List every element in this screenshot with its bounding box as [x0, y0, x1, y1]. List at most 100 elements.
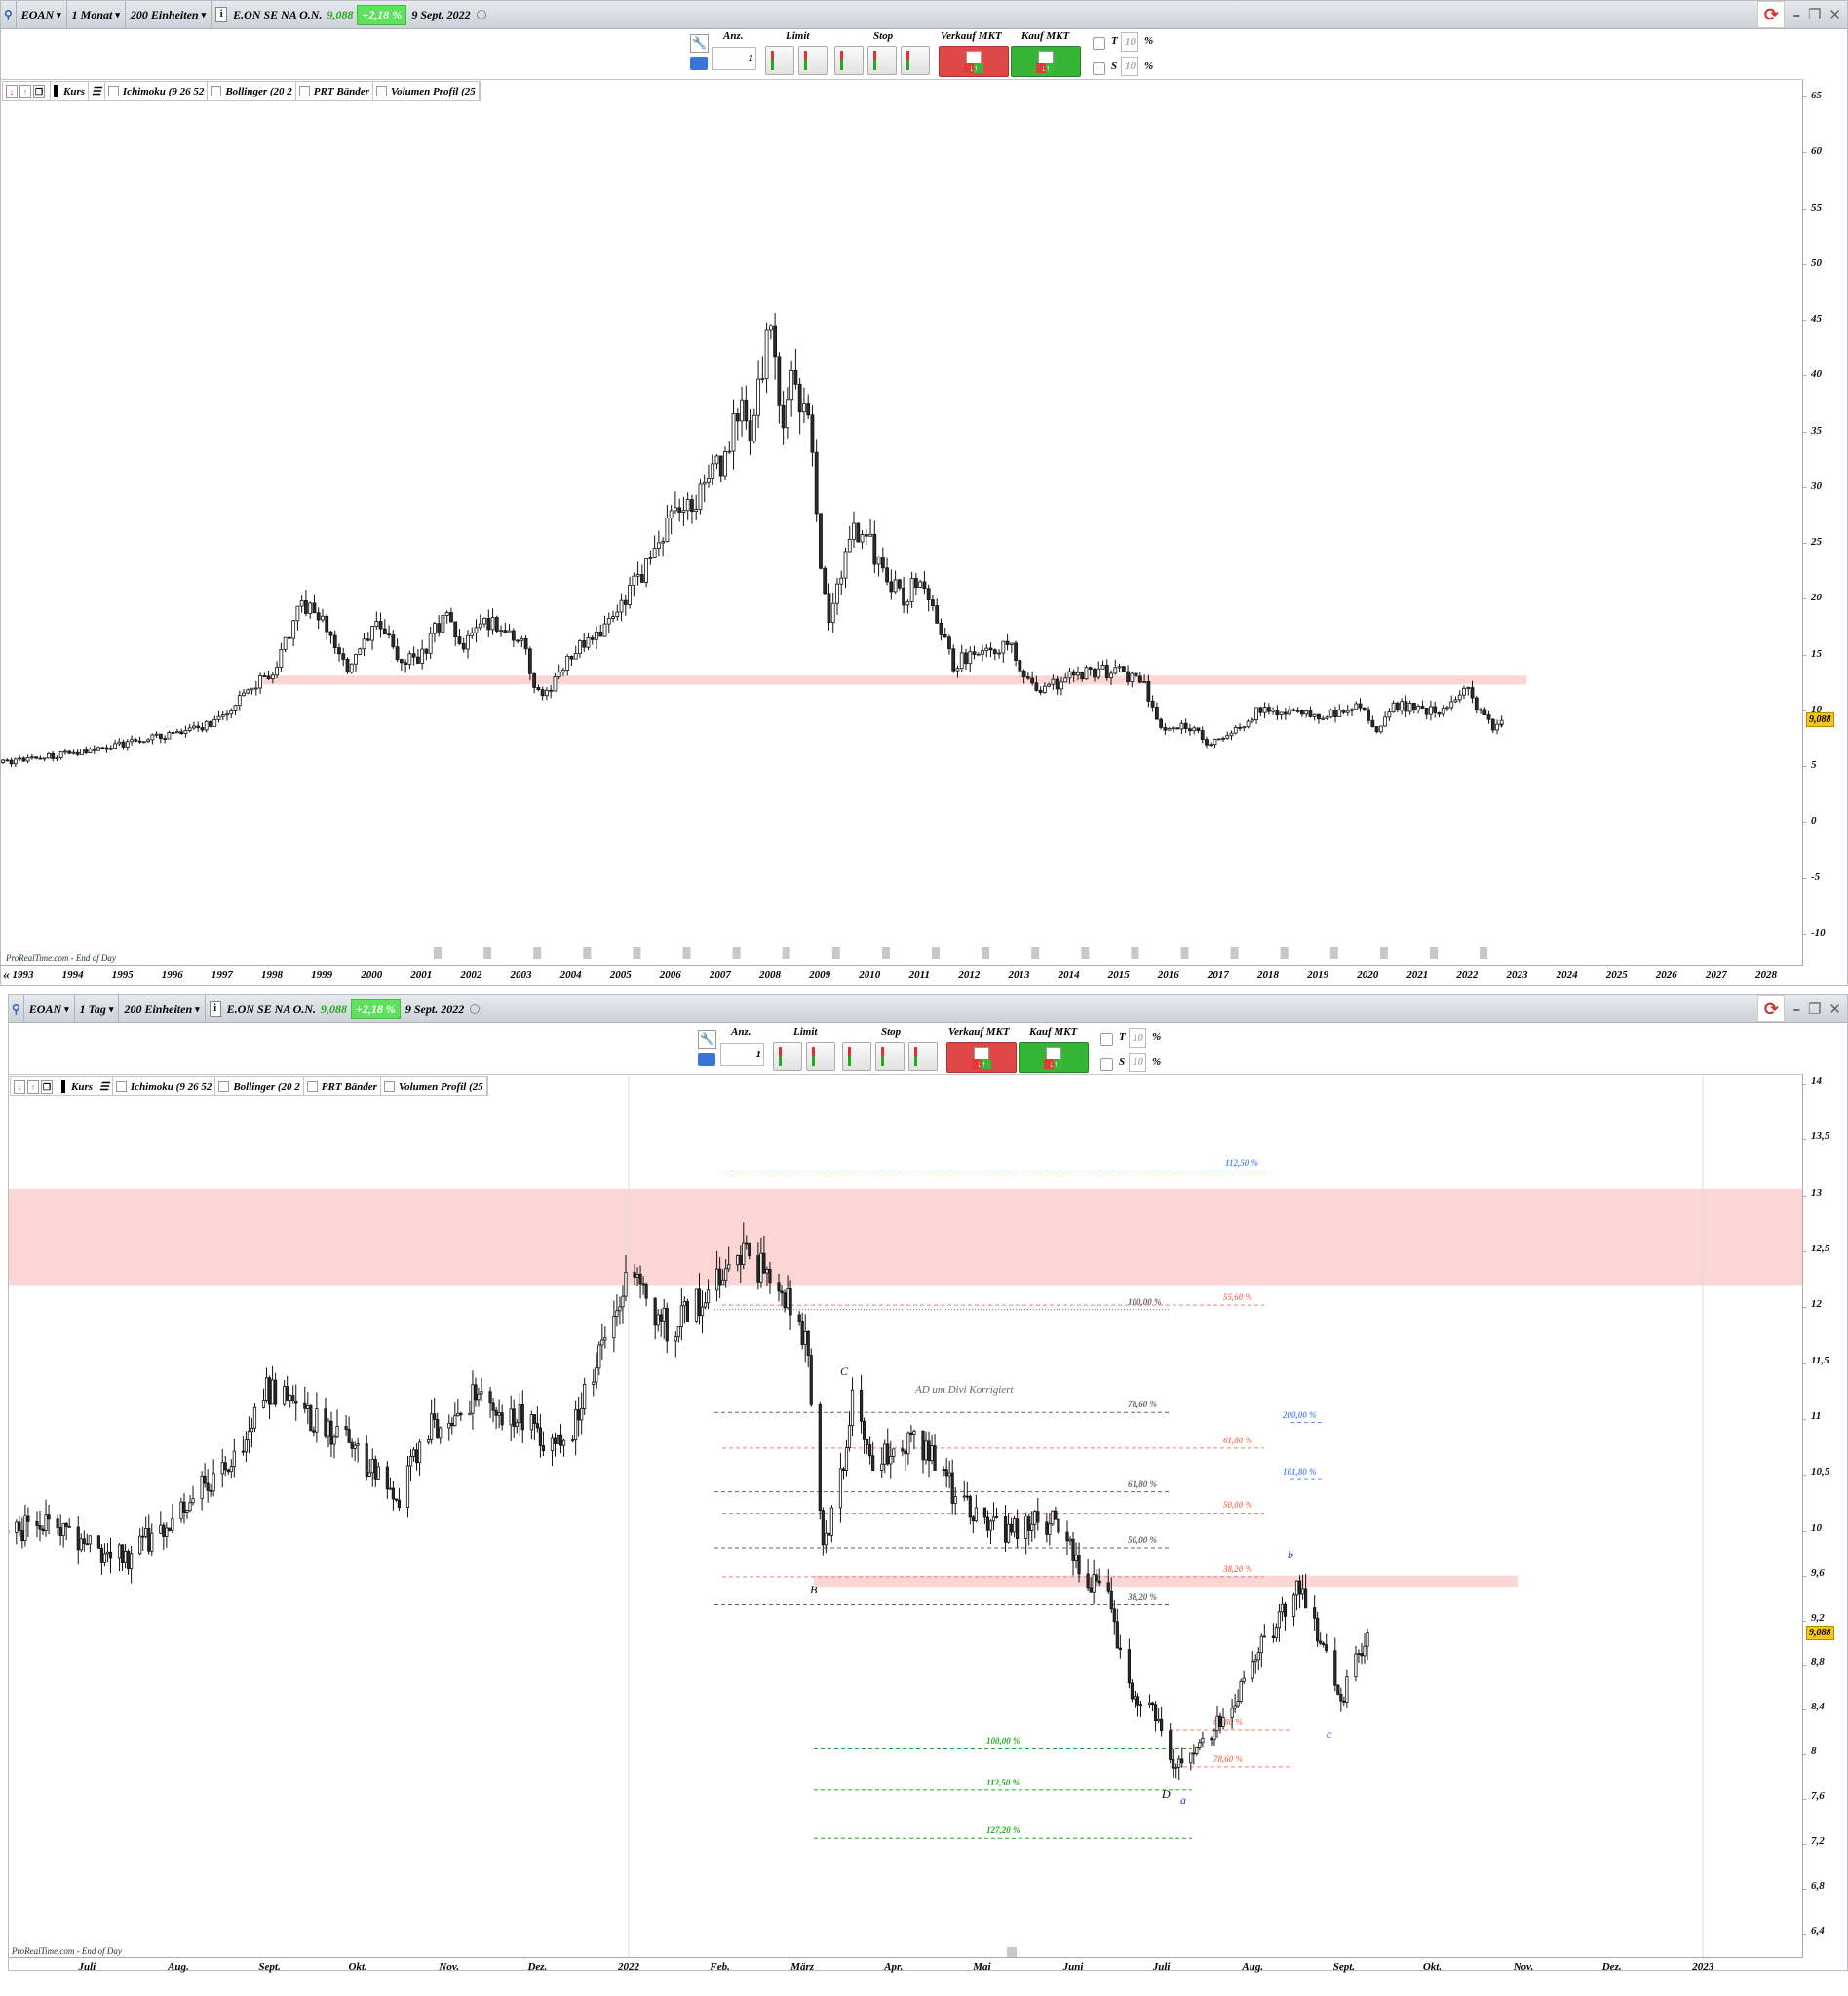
close-icon[interactable]: ✕ [1829, 6, 1841, 23]
checkbox[interactable] [211, 86, 222, 96]
limit-sell-button[interactable] [773, 1042, 802, 1071]
price-tick-label: 10 [1811, 1521, 1822, 1534]
info-icon[interactable]: i [209, 1001, 221, 1017]
stop-checkbox[interactable] [1093, 62, 1105, 75]
copy-icon[interactable]: ❐ [33, 84, 45, 98]
limit-buy-button[interactable] [806, 1042, 835, 1071]
qty-input[interactable]: 1 [720, 1043, 764, 1066]
buy-market-button[interactable]: ↓↑ [1019, 1042, 1089, 1073]
stop-button-2[interactable] [875, 1042, 905, 1071]
trailing-checkbox[interactable] [1093, 37, 1105, 50]
indicator-bollinger[interactable]: Bollinger (20 2 [208, 82, 296, 100]
year-tick-label: 2013 [1008, 969, 1030, 980]
arrow-down-icon[interactable]: ↓ [6, 84, 18, 98]
resistance-label: Widerstand aus Monatschart [484, 1209, 609, 1221]
refresh-icon[interactable]: ⟳ [1757, 1, 1786, 28]
checkbox[interactable] [383, 1081, 395, 1092]
month-tick-label: Mai [973, 1961, 991, 1973]
close-icon[interactable]: ✕ [1829, 1000, 1841, 1017]
indicator-bollinger[interactable]: Bollinger (20 2 [215, 1077, 304, 1095]
limit-buy-button[interactable] [798, 46, 828, 75]
indicator-ichimoku[interactable]: Ichimoku (9 26 52 [113, 1077, 216, 1095]
axis-tick-mark [1802, 1419, 1806, 1421]
price-tick-label: 11 [1811, 1410, 1822, 1423]
timeframe-select[interactable]: 1 Tag ▾ [75, 995, 120, 1022]
restore-icon[interactable]: ❐ [1807, 1000, 1822, 1017]
indicator-price[interactable]: Kurs [58, 1077, 97, 1095]
axis-tick-mark [1802, 1475, 1806, 1477]
stop-button-1[interactable] [842, 1042, 871, 1071]
info-icon[interactable]: i [215, 7, 228, 22]
stop-button-2[interactable] [867, 46, 897, 75]
link-icon[interactable]: ⚲ [1, 1, 17, 28]
keyboard-icon[interactable] [698, 1053, 715, 1066]
axis-tick-mark [1802, 1307, 1806, 1309]
month-tick-label: Juli [1152, 1961, 1171, 1973]
qty-input[interactable]: 1 [712, 47, 756, 70]
sell-market-button[interactable]: ↓↑ [939, 46, 1009, 77]
chevron-down-icon: ▾ [115, 9, 120, 19]
arrow-up-icon[interactable]: ↑ [27, 1079, 39, 1094]
indicator-label: Volumen Profil (25 [390, 85, 476, 97]
arrow-down-icon[interactable]: ↓ [14, 1079, 25, 1094]
month-tick-label: Okt. [1422, 1961, 1443, 1973]
t-input[interactable]: 10 [1129, 1028, 1146, 1048]
t-input[interactable]: 10 [1121, 32, 1138, 52]
month-tick-label: Nov. [1513, 1961, 1534, 1973]
price-tick-label: 10,5 [1811, 1466, 1830, 1478]
link-icon[interactable]: ⚲ [9, 995, 24, 1022]
indicator-ichimoku[interactable]: Ichimoku (9 26 52 [105, 82, 209, 100]
units-select[interactable]: 200 Einheiten ▾ [119, 995, 206, 1022]
buy-market-button[interactable]: ↓↑ [1011, 46, 1081, 77]
indicator-prt[interactable]: PRT Bänder [296, 82, 373, 100]
year-tick-label: 2012 [958, 969, 981, 980]
chevron-down-icon: ▾ [108, 1003, 114, 1014]
refresh-icon[interactable]: ⟳ [1757, 995, 1786, 1022]
axis-tick-mark [1802, 208, 1806, 210]
checkbox[interactable] [107, 86, 119, 96]
list-icon[interactable]: ☰ [96, 1077, 113, 1095]
checkbox[interactable] [115, 1081, 127, 1092]
axis-tick-mark [1802, 1251, 1806, 1253]
stop-button-1[interactable] [834, 46, 864, 75]
indicator-volume-profile[interactable]: Volumen Profil (25 [373, 82, 480, 100]
stop-checkbox[interactable] [1100, 1058, 1113, 1071]
list-icon[interactable]: ☰ [89, 82, 105, 100]
s-input[interactable]: 10 [1129, 1053, 1146, 1072]
wave-label-c-lower: c [1327, 1727, 1332, 1741]
s-percent: % [1144, 60, 1154, 72]
arrows-icon: ↓↑ [1044, 1059, 1063, 1069]
price-color-swatch [61, 1080, 65, 1093]
timeframe-select[interactable]: 1 Monat ▾ [67, 1, 126, 28]
keyboard-icon[interactable] [690, 57, 708, 70]
checkbox[interactable] [375, 86, 387, 96]
price-tick-label: 60 [1811, 145, 1822, 158]
minimize-icon[interactable]: – [1792, 6, 1800, 23]
indicator-price[interactable]: Kurs [51, 82, 90, 100]
restore-icon[interactable]: ❐ [1807, 6, 1822, 23]
indicator-prt[interactable]: PRT Bänder [304, 1077, 381, 1095]
stop-button-3[interactable] [908, 1042, 938, 1071]
symbol-select[interactable]: EOAN ▾ [24, 995, 75, 1022]
copy-icon[interactable]: ❐ [41, 1079, 53, 1094]
wrench-icon[interactable]: 🔧 [698, 1030, 716, 1049]
checkbox[interactable] [218, 1081, 230, 1092]
price-tick-label: 25 [1811, 536, 1822, 548]
fibonacci-level-label: 61,80 % [1223, 1435, 1252, 1445]
minimize-icon[interactable]: – [1792, 1000, 1800, 1017]
wrench-icon[interactable]: 🔧 [690, 34, 709, 53]
price-tick-label: 20 [1811, 592, 1822, 604]
s-input[interactable]: 10 [1121, 57, 1138, 76]
checkbox[interactable] [298, 86, 310, 96]
stop-button-3[interactable] [901, 46, 930, 75]
trailing-checkbox[interactable] [1100, 1033, 1113, 1046]
limit-sell-button[interactable] [765, 46, 794, 75]
units-select[interactable]: 200 Einheiten ▾ [126, 1, 212, 28]
arrow-up-icon[interactable]: ↑ [19, 84, 31, 98]
indicator-volume-profile[interactable]: Volumen Profil (25 [381, 1077, 487, 1095]
sell-market-button[interactable]: ↓↑ [946, 1042, 1017, 1073]
symbol-select[interactable]: EOAN ▾ [17, 1, 67, 28]
axis-tick-mark [1802, 1620, 1806, 1622]
checkbox[interactable] [306, 1081, 318, 1092]
buy-market-label: Kauf MKT [1021, 30, 1070, 42]
